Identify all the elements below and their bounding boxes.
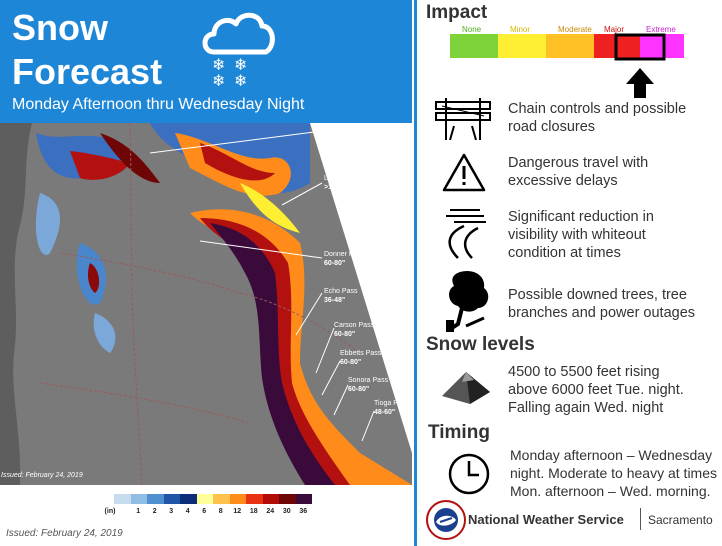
title-line-2: Forecast (12, 51, 163, 92)
nws-agency-name: National Weather Service (468, 512, 624, 527)
map-label-carson-pass: Carson Pass 60-80" (334, 322, 375, 338)
impact-level-minor: Minor (498, 25, 546, 58)
svg-text:❄: ❄ (212, 73, 225, 88)
legend-swatch (114, 494, 131, 504)
map-label-echo-pass: Echo Pass 36-48" (324, 288, 358, 304)
map-label-lassen-park: Lassen Park >100" (324, 175, 363, 191)
nws-office-name: Sacramento (648, 513, 713, 527)
impact-selected-marker-icon (614, 33, 666, 98)
legend-swatch (279, 494, 296, 504)
impact-level-label: Moderate (558, 25, 592, 34)
map-label-tioga-pass: Tioga Pass 48-60" (374, 400, 409, 416)
legend-swatch (295, 494, 312, 504)
downed-tree-icon (446, 270, 489, 332)
whiteout-road-icon (446, 209, 486, 259)
legend-tick-label: 24 (266, 508, 275, 515)
impact-level-label: Extreme (646, 25, 676, 34)
issued-date: Issued: February 24, 2019 (6, 528, 123, 539)
map-label-ebbetts-pass: Ebbetts Pass 60-80" (340, 350, 382, 366)
impact-item-chain-controls: Chain controls and possible road closures (508, 101, 687, 135)
legend-tick-label: 18 (249, 508, 258, 515)
map-label-sonora-pass: Sonora Pass 60-80" (348, 377, 389, 393)
svg-text:❄: ❄ (234, 73, 247, 88)
forecast-period: Monday Afternoon thru Wednesday Night (12, 96, 305, 113)
snow-levels-heading: Snow levels (426, 334, 535, 355)
warning-triangle-icon (442, 153, 486, 192)
impact-level-extreme: Extreme (640, 25, 684, 58)
map-issued-date: Issued: February 24, 2019 (1, 472, 83, 479)
nws-footer: National Weather Service Sacramento (426, 500, 722, 540)
impact-level-label: Minor (510, 25, 531, 34)
clock-icon (448, 453, 490, 495)
title-line-1: Snow (12, 7, 108, 48)
timing-heading: Timing (428, 422, 490, 443)
legend-swatch (229, 494, 246, 504)
legend-swatch (147, 494, 164, 504)
chain-control-icon (435, 98, 491, 140)
mountain-icon (442, 372, 490, 404)
legend-tick-label: 6 (202, 508, 207, 515)
nws-logo-icon (426, 500, 466, 540)
svg-text:❄: ❄ (234, 57, 247, 74)
legend-unit: (in) (104, 508, 116, 515)
impact-heading: Impact (426, 2, 488, 23)
snowfall-map: Interstate 5 Lassen Park >100" Donner Pas… (0, 123, 412, 485)
legend-tick-label: 36 (299, 508, 308, 515)
impact-item-downed-trees: Possible downed trees, tree branches and … (508, 287, 696, 321)
legend-tick-label: 1 (136, 508, 141, 515)
footer-separator (640, 508, 641, 530)
legend-tick-label: 8 (218, 508, 223, 515)
impact-level-label: Major (604, 25, 625, 34)
legend-swatch (246, 494, 263, 504)
impact-item-visibility: Significant reduction in visibility with … (508, 209, 654, 261)
snow-cloud-icon: ❄ ❄ ❄ ❄ (202, 12, 275, 88)
legend-tick-label: 2 (152, 508, 157, 515)
legend-swatch (213, 494, 230, 504)
svg-text:❄: ❄ (212, 57, 225, 74)
legend-swatch (130, 494, 147, 504)
impact-level-label: None (462, 25, 482, 34)
map-label-interstate-5: Interstate 5 (324, 128, 360, 135)
legend-tick-label: 3 (169, 508, 174, 515)
map-label-donner-pass: Donner Pass 60-80" (324, 251, 365, 267)
legend-tick-label: 12 (233, 508, 242, 515)
impact-item-dangerous-travel: Dangerous travel with excessive delays (508, 155, 649, 189)
timing-text: Monday afternoon – Wednesday night. Moder… (510, 447, 717, 499)
forecast-header: Snow Forecast Monday Afternoon thru Wedn… (0, 0, 412, 123)
legend-swatch (196, 494, 213, 504)
snowfall-map-graphic (0, 123, 412, 485)
panel-divider (414, 0, 417, 546)
legend-swatch (163, 494, 180, 504)
snow-levels-text: 4500 to 5500 feet rising above 6000 feet … (508, 364, 684, 416)
impact-level-moderate: Moderate (546, 25, 594, 58)
legend-tick-label: 30 (282, 508, 291, 515)
impact-level-none: None (450, 25, 498, 58)
legend-tick-label: 4 (185, 508, 190, 515)
legend-swatch (180, 494, 197, 504)
legend-swatch (262, 494, 279, 504)
